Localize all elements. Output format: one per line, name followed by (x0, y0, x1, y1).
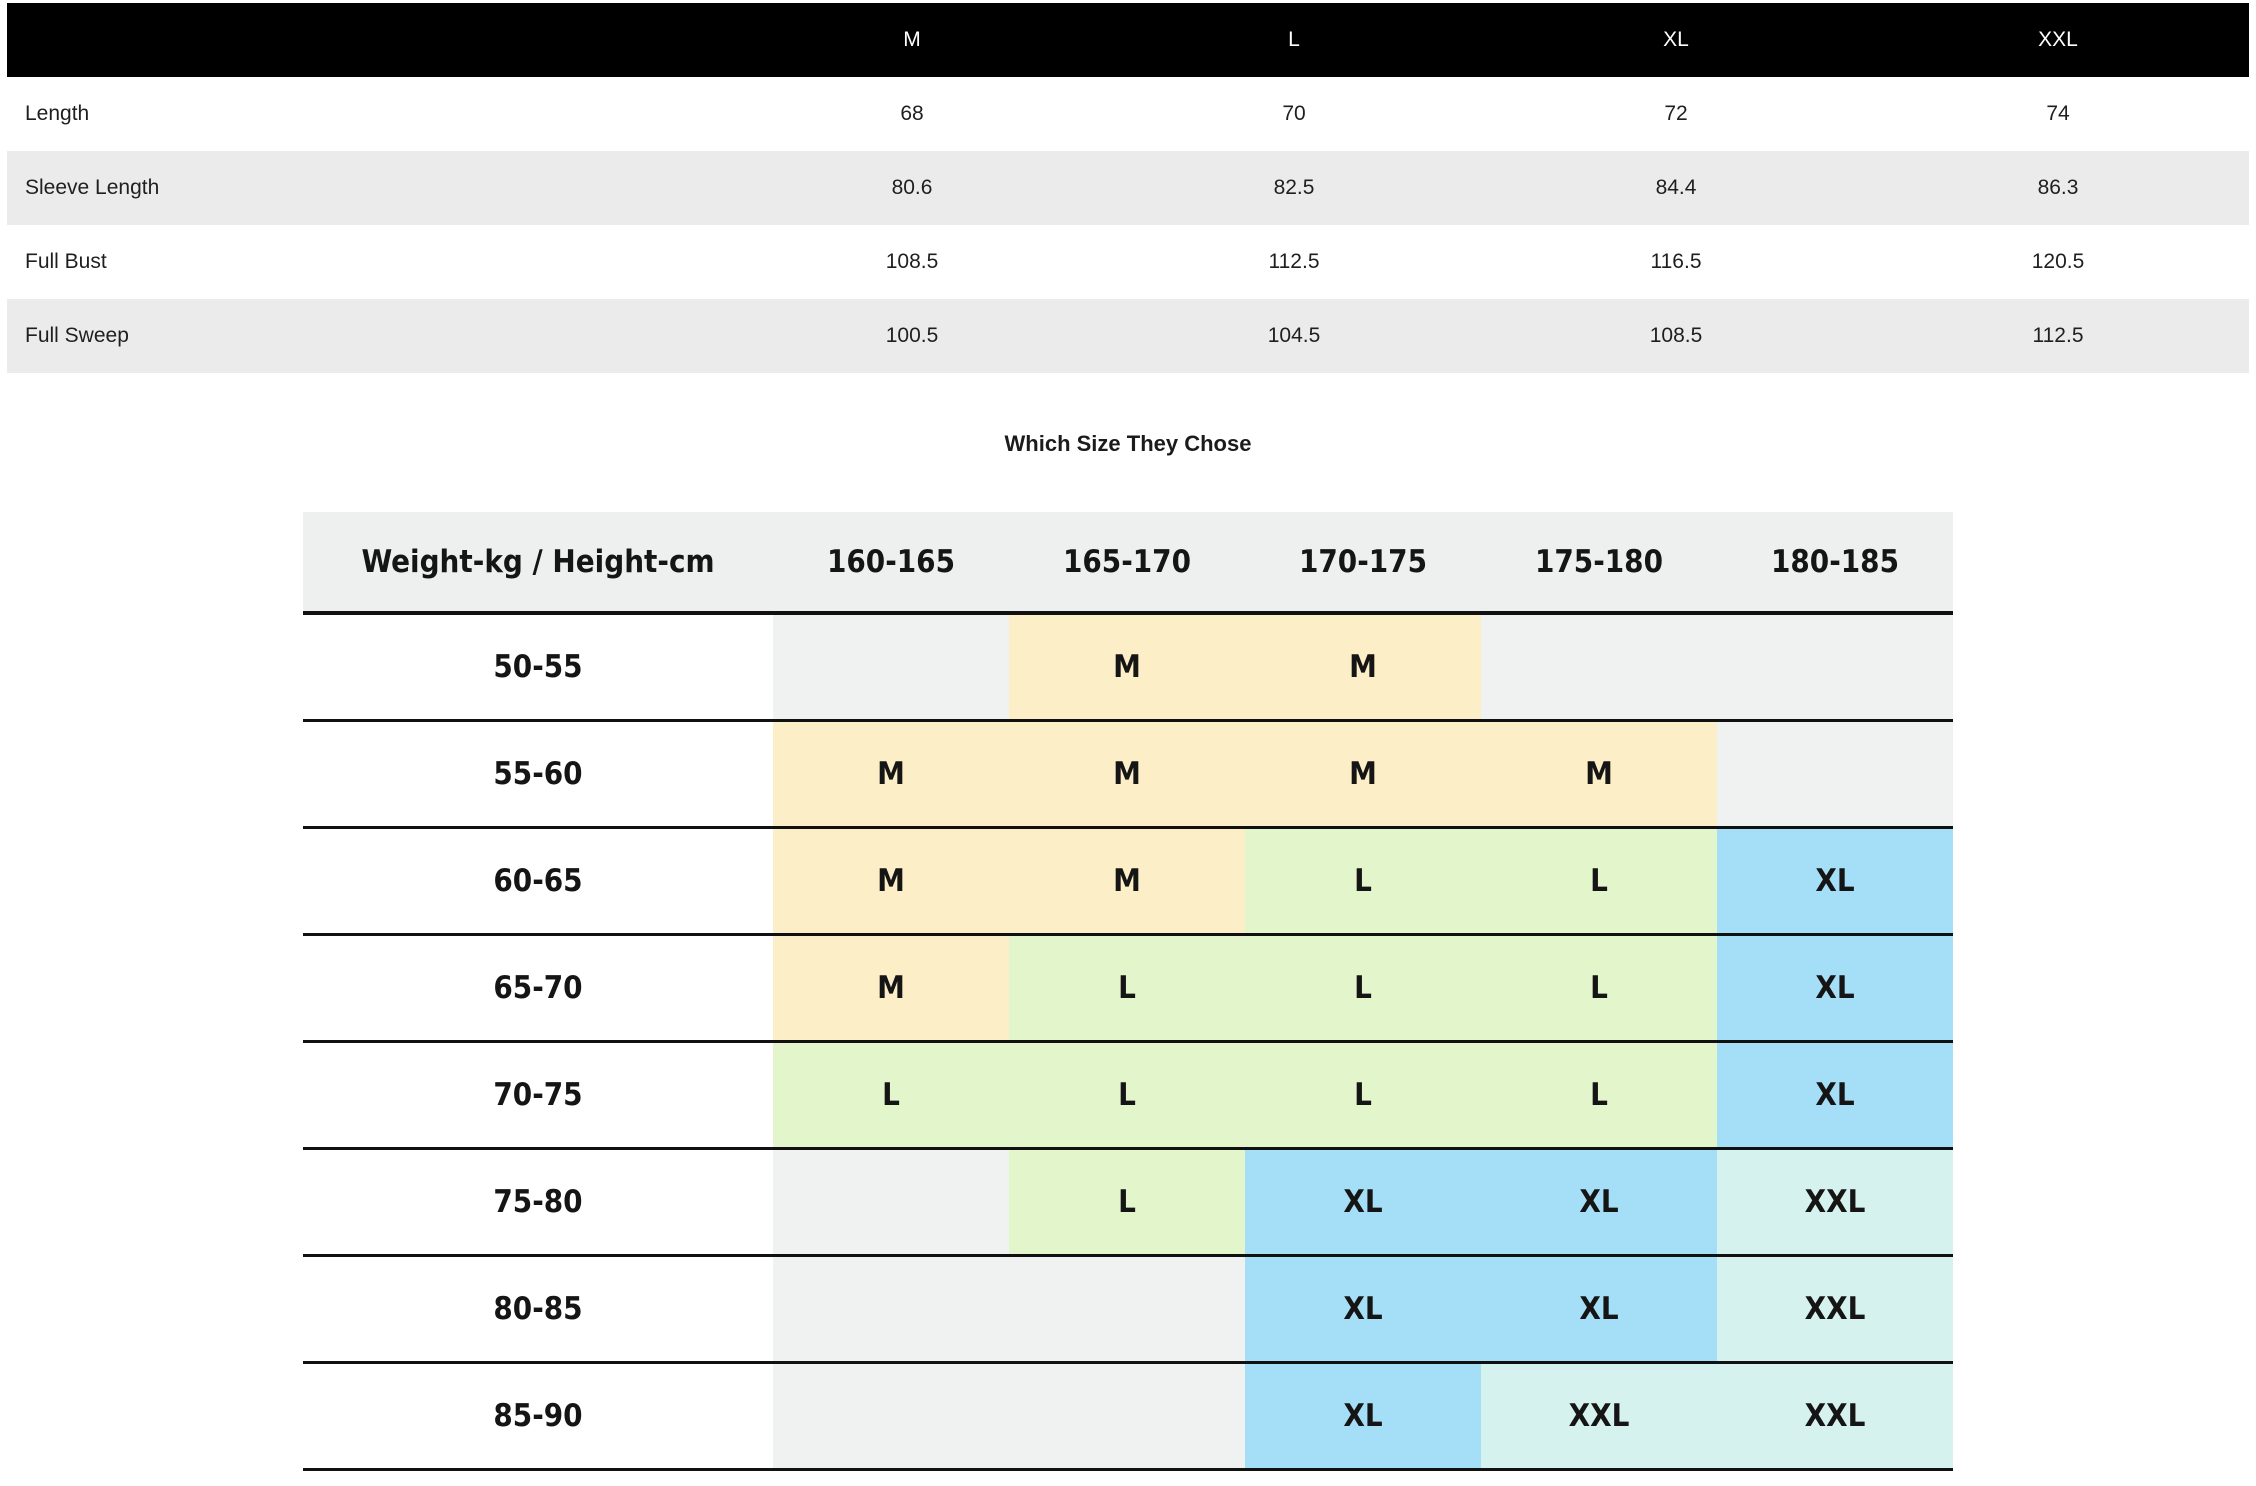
choice-cell: L (1481, 936, 1717, 1040)
choice-row-50-55: 50-55 M M (303, 615, 1953, 722)
choice-cell: XL (1245, 1257, 1481, 1361)
choice-cell: M (773, 722, 1009, 826)
choice-cell: M (773, 829, 1009, 933)
choice-cell: M (1009, 615, 1245, 719)
size-choice-table: Weight-kg / Height-cm 160-165 165-170 17… (303, 512, 1953, 1471)
spec-value: 70 (1282, 102, 1306, 125)
size-spec-header-row: M L XL XXL (7, 3, 2249, 77)
spec-value: 100.5 (885, 324, 939, 347)
spec-row-full-sweep: Full Sweep 100.5 104.5 108.5 112.5 (7, 299, 2249, 373)
choice-cell (773, 615, 1009, 719)
choice-cell (1717, 722, 1953, 826)
spec-value: 104.5 (1267, 324, 1321, 347)
choice-row-60-65: 60-65 M M L L XL (303, 829, 1953, 936)
spec-value: 108.5 (885, 250, 939, 273)
choice-row-70-75: 70-75 L L L L XL (303, 1043, 1953, 1150)
choice-cell: XXL (1717, 1364, 1953, 1468)
choice-corner-header: Weight-kg / Height-cm (361, 543, 715, 580)
choice-cell: XL (1245, 1150, 1481, 1254)
choice-cell (1717, 615, 1953, 719)
spec-value: 74 (2046, 102, 2070, 125)
choice-cell: L (1009, 936, 1245, 1040)
choice-cell: XL (1245, 1364, 1481, 1468)
weight-row-label: 70-75 (493, 1077, 583, 1113)
spec-row-length: Length 68 70 72 74 (7, 77, 2249, 151)
spec-value: 120.5 (2031, 250, 2085, 273)
choice-cell (773, 1257, 1009, 1361)
choice-cell: L (1245, 829, 1481, 933)
choice-cell: M (773, 936, 1009, 1040)
choice-row-85-90: 85-90 XL XXL XXL (303, 1364, 1953, 1471)
choice-cell: XXL (1717, 1257, 1953, 1361)
choice-cell (1009, 1364, 1245, 1468)
size-column-header-l: L (1288, 28, 1300, 51)
size-column-header-xl: XL (1663, 28, 1689, 51)
weight-row-label: 85-90 (493, 1398, 583, 1434)
choice-cell (773, 1150, 1009, 1254)
choice-cell: L (1009, 1150, 1245, 1254)
spec-value: 82.5 (1273, 176, 1315, 199)
height-column-header: 170-175 (1298, 543, 1427, 580)
choice-cell: L (1009, 1043, 1245, 1147)
spec-row-label: Sleeve Length (25, 176, 160, 199)
choice-cell: XL (1717, 1043, 1953, 1147)
spec-row-label: Full Bust (25, 250, 107, 273)
choice-row-55-60: 55-60 M M M M (303, 722, 1953, 829)
spec-row-label: Length (25, 102, 90, 125)
choice-cell: XXL (1717, 1150, 1953, 1254)
choice-cell: XL (1481, 1257, 1717, 1361)
choice-cell: M (1245, 722, 1481, 826)
choice-cell (773, 1364, 1009, 1468)
choice-row-75-80: 75-80 L XL XL XXL (303, 1150, 1953, 1257)
choice-cell: M (1009, 829, 1245, 933)
spec-value: 72 (1664, 102, 1688, 125)
choice-row-65-70: 65-70 M L L L XL (303, 936, 1953, 1043)
height-column-header: 165-170 (1062, 543, 1191, 580)
choice-cell: XL (1481, 1150, 1717, 1254)
spec-row-full-bust: Full Bust 108.5 112.5 116.5 120.5 (7, 225, 2249, 299)
choice-cell: XL (1717, 936, 1953, 1040)
spec-value: 108.5 (1649, 324, 1703, 347)
weight-row-label: 50-55 (493, 649, 583, 685)
choice-cell: M (1009, 722, 1245, 826)
spec-value: 84.4 (1655, 176, 1697, 199)
spec-value: 112.5 (2032, 324, 2084, 347)
choice-cell: M (1245, 615, 1481, 719)
spec-value: 86.3 (2037, 176, 2079, 199)
spec-value: 68 (900, 102, 924, 125)
size-spec-table: M L XL XXL Length 68 70 72 74 Sleeve Len… (7, 3, 2249, 373)
weight-row-label: 55-60 (493, 756, 583, 792)
choice-cell (1009, 1257, 1245, 1361)
choice-cell: L (1245, 936, 1481, 1040)
spec-row-sleeve-length: Sleeve Length 80.6 82.5 84.4 86.3 (7, 151, 2249, 225)
choice-cell: XXL (1481, 1364, 1717, 1468)
spec-value: 80.6 (891, 176, 933, 199)
spec-value: 116.5 (1650, 250, 1702, 273)
choice-row-80-85: 80-85 XL XL XXL (303, 1257, 1953, 1364)
height-column-header: 180-185 (1770, 543, 1899, 580)
choice-cell: L (1481, 829, 1717, 933)
choice-cell: XL (1717, 829, 1953, 933)
choice-cell: L (1245, 1043, 1481, 1147)
choice-header-row: Weight-kg / Height-cm 160-165 165-170 17… (303, 512, 1953, 615)
chart-title: Which Size They Chose (1004, 431, 1252, 456)
size-column-header-xxl: XXL (2038, 28, 2078, 51)
weight-row-label: 75-80 (493, 1184, 583, 1220)
height-column-header: 175-180 (1534, 543, 1663, 580)
spec-row-label: Full Sweep (25, 324, 129, 347)
weight-row-label: 80-85 (493, 1291, 583, 1327)
choice-cell: M (1481, 722, 1717, 826)
choice-cell: L (1481, 1043, 1717, 1147)
weight-row-label: 65-70 (493, 970, 583, 1006)
height-column-header: 160-165 (826, 543, 955, 580)
size-column-header-m: M (903, 28, 921, 51)
weight-row-label: 60-65 (493, 863, 583, 899)
choice-cell (1481, 615, 1717, 719)
choice-cell: L (773, 1043, 1009, 1147)
spec-value: 112.5 (1268, 250, 1320, 273)
